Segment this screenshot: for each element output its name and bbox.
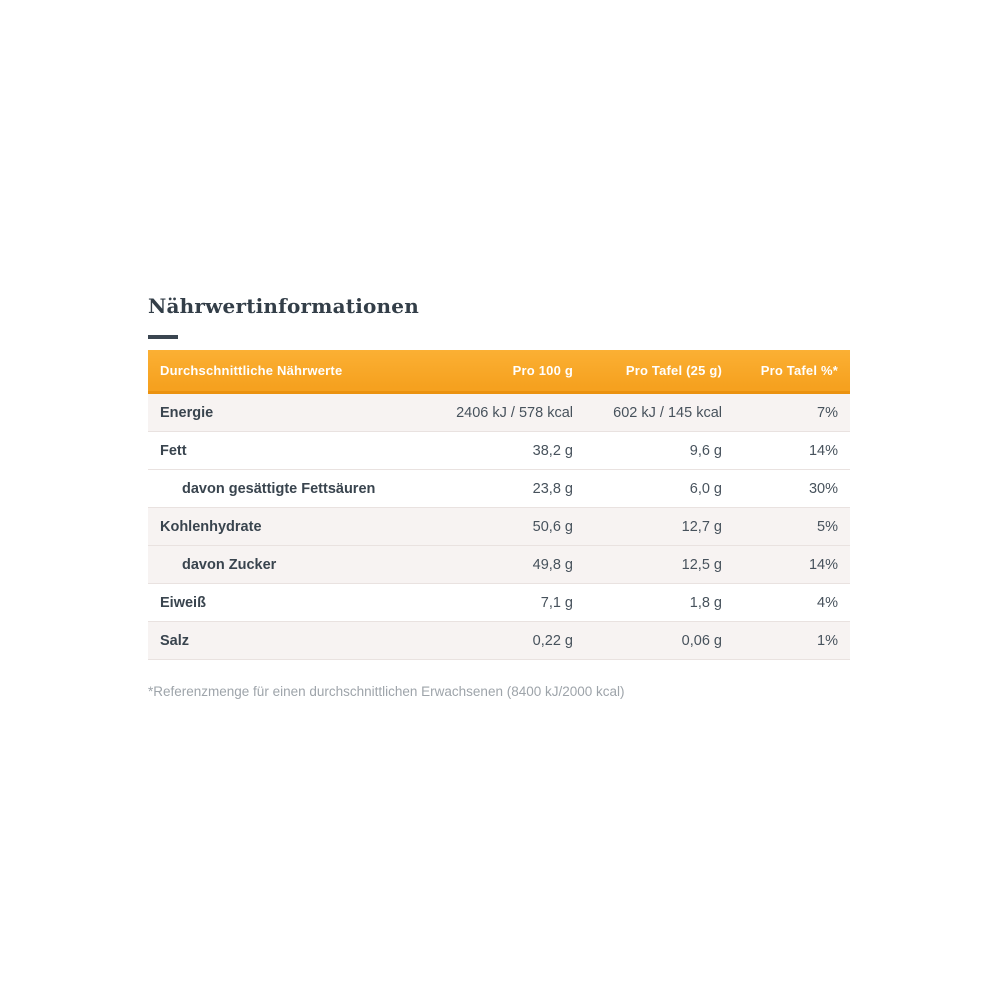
value-per-100g: 0,22 g [532,632,573,649]
value-per-tafel: 1,8 g [689,594,722,611]
table-row-zucker: davon Zucker 49,8 g 12,5 g 14% [148,546,850,584]
header-col-per-tafel-percent: Pro Tafel %* [760,363,838,378]
value-per-100g: 50,6 g [532,518,573,535]
value-per-100g: 49,8 g [532,556,573,573]
value-percent: 1% [817,632,838,649]
value-per-tafel: 602 kJ / 145 kcal [613,404,722,421]
value-percent: 30% [808,480,838,497]
header-col-nutrients: Durchschnittliche Nährwerte [160,363,343,378]
table-row-salz: Salz 0,22 g 0,06 g 1% [148,622,850,660]
title-underline [148,335,178,339]
footnote: *Referenzmenge für einen durchschnittlic… [148,684,625,699]
row-label: Kohlenhydrate [160,518,262,535]
value-per-tafel: 12,7 g [681,518,722,535]
nutrition-section: Nährwertinformationen Durchschnittliche … [148,294,850,700]
header-col-per-tafel: Pro Tafel (25 g) [625,363,722,378]
value-percent: 4% [817,594,838,611]
value-percent: 5% [817,518,838,535]
row-label: Energie [160,404,214,421]
row-label: Salz [160,632,190,649]
value-percent: 7% [817,404,838,421]
table-row-fett: Fett 38,2 g 9,6 g 14% [148,432,850,470]
table-row-eiweiss: Eiweiß 7,1 g 1,8 g 4% [148,584,850,622]
value-percent: 14% [808,442,838,459]
header-col-per-100g: Pro 100 g [512,363,573,378]
value-per-tafel: 6,0 g [689,480,722,497]
value-per-100g: 23,8 g [532,480,573,497]
table-row-gesaettigte-fettsaeuren: davon gesättigte Fettsäuren 23,8 g 6,0 g… [148,470,850,508]
row-label: davon Zucker [182,556,277,573]
value-per-tafel: 12,5 g [681,556,722,573]
row-label: Eiweiß [160,594,206,611]
value-percent: 14% [808,556,838,573]
value-per-tafel: 9,6 g [689,442,722,459]
nutrition-table: Durchschnittliche Nährwerte Pro 100 g Pr… [148,350,850,660]
value-per-100g: 38,2 g [532,442,573,459]
value-per-100g: 7,1 g [540,594,573,611]
value-per-tafel: 0,06 g [681,632,722,649]
row-label: Fett [160,442,187,459]
table-header-row: Durchschnittliche Nährwerte Pro 100 g Pr… [148,350,850,394]
value-per-100g: 2406 kJ / 578 kcal [456,404,573,421]
table-row-kohlenhydrate: Kohlenhydrate 50,6 g 12,7 g 5% [148,508,850,546]
row-label: davon gesättigte Fettsäuren [182,480,376,497]
page-title: Nährwertinformationen [148,294,419,318]
table-row-energie: Energie 2406 kJ / 578 kcal 602 kJ / 145 … [148,394,850,432]
